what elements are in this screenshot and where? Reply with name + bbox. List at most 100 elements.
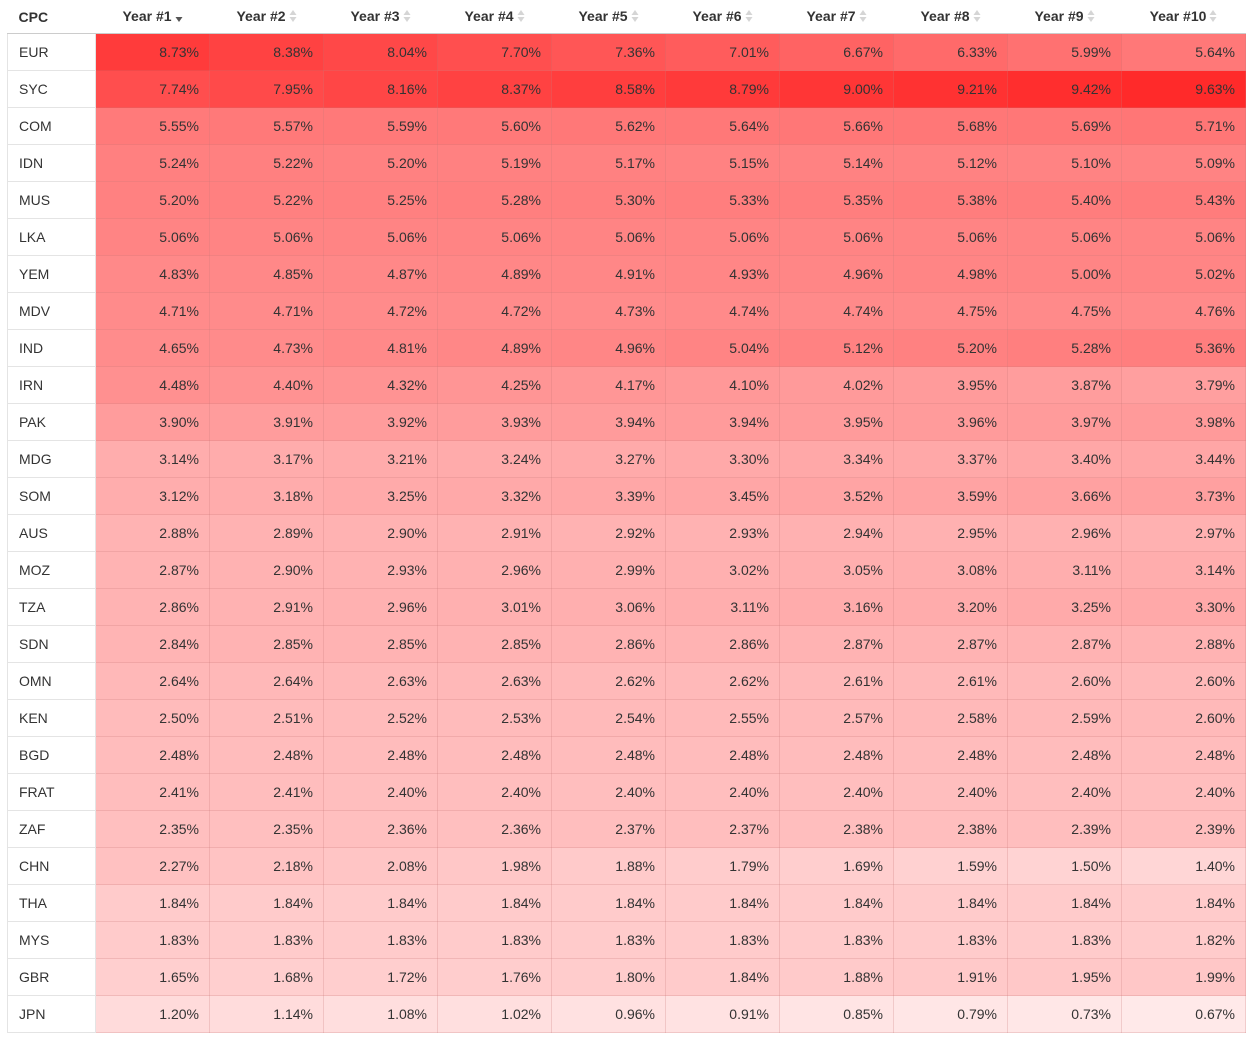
table-row: BGD 2.48% 2.48% 2.48% 2.48% 2.48% 2.48% 2.48% 2.… [7,736,1246,774]
heatmap-cell: 5.10% [1007,144,1122,182]
heatmap-cell: 4.96% [551,329,666,367]
year-column-header[interactable]: Year #8 [893,0,1008,34]
heatmap-cell: 2.35% [209,810,324,848]
heatmap-cell: 2.89% [209,514,324,552]
year-column-header[interactable]: Year #3 [323,0,438,34]
heatmap-cell: 1.83% [893,921,1008,959]
heatmap-cell: 5.36% [1121,329,1246,367]
sort-icon [973,8,981,24]
sort-icon [175,8,183,24]
heatmap-cell: 4.72% [323,292,438,330]
heatmap-cell: 5.38% [893,181,1008,219]
table-row: OMN 2.64% 2.64% 2.63% 2.63% 2.62% 2.62% 2.61% 2.… [7,662,1246,700]
heatmap-cell: 3.30% [1121,588,1246,626]
heatmap-cell: 8.58% [551,70,666,108]
heatmap-cell: 4.17% [551,366,666,404]
row-label-cell: CHN [7,847,96,885]
heatmap-cell: 3.16% [779,588,894,626]
heatmap-cell: 4.48% [95,366,210,404]
year-column-header[interactable]: Year #9 [1007,0,1122,34]
heatmap-cell: 3.94% [551,403,666,441]
heatmap-cell: 5.64% [1121,33,1246,71]
heatmap-cell: 5.09% [1121,144,1246,182]
year-column-header[interactable]: Year #2 [209,0,324,34]
heatmap-cell: 2.91% [209,588,324,626]
heatmap-cell: 5.33% [665,181,780,219]
heatmap-cell: 2.57% [779,699,894,737]
heatmap-cell: 6.33% [893,33,1008,71]
heatmap-cell: 5.30% [551,181,666,219]
year-column-header[interactable]: Year #10 [1121,0,1246,34]
column-header-label: Year #8 [920,7,970,24]
heatmap-cell: 1.83% [437,921,552,959]
heatmap-cell: 2.39% [1121,810,1246,848]
heatmap-cell: 2.60% [1121,662,1246,700]
heatmap-cell: 1.84% [323,884,438,922]
heatmap-cell: 5.35% [779,181,894,219]
cpc-column-header[interactable]: CPC [7,0,96,34]
heatmap-cell: 3.37% [893,440,1008,478]
heatmap-cell: 1.84% [893,884,1008,922]
heatmap-cell: 2.60% [1121,699,1246,737]
heatmap-cell: 1.84% [779,884,894,922]
heatmap-cell: 1.84% [665,958,780,996]
heatmap-cell: 1.50% [1007,847,1122,885]
heatmap-cell: 5.06% [323,218,438,256]
year-column-header[interactable]: Year #7 [779,0,894,34]
heatmap-cell: 2.40% [551,773,666,811]
cpc-header-label: CPC [18,8,49,25]
heatmap-cell: 1.02% [437,995,552,1033]
heatmap-cell: 2.48% [893,736,1008,774]
column-header-label: Year #7 [806,7,856,24]
table-row: MDV 4.71% 4.71% 4.72% 4.72% 4.73% 4.74% 4.74% 4.… [7,292,1246,330]
heatmap-cell: 2.91% [437,514,552,552]
heatmap-cell: 2.85% [209,625,324,663]
row-label-cell: TZA [7,588,96,626]
heatmap-cell: 1.98% [437,847,552,885]
heatmap-cell: 2.36% [437,810,552,848]
heatmap-cell: 1.95% [1007,958,1122,996]
heatmap-cell: 2.61% [893,662,1008,700]
heatmap-cell: 4.76% [1121,292,1246,330]
heatmap-cell: 2.90% [209,551,324,589]
row-label-cell: MOZ [7,551,96,589]
heatmap-cell: 2.48% [95,736,210,774]
heatmap-cell: 2.48% [1007,736,1122,774]
heatmap-cell: 5.06% [665,218,780,256]
heatmap-cell: 3.14% [1121,551,1246,589]
heatmap-cell: 1.83% [551,921,666,959]
heatmap-cell: 2.60% [1007,662,1122,700]
table-row: MUS 5.20% 5.22% 5.25% 5.28% 5.30% 5.33% 5.35% 5.… [7,181,1246,219]
heatmap-cell: 4.73% [209,329,324,367]
year-column-header[interactable]: Year #5 [551,0,666,34]
year-column-header[interactable]: Year #1 [95,0,210,34]
heatmap-cell: 5.40% [1007,181,1122,219]
heatmap-cell: 5.66% [779,107,894,145]
heatmap-cell: 1.82% [1121,921,1246,959]
heatmap-cell: 2.84% [95,625,210,663]
heatmap-cell: 2.58% [893,699,1008,737]
heatmap-cell: 4.71% [95,292,210,330]
heatmap-cell: 1.83% [779,921,894,959]
table-row: IRN 4.48% 4.40% 4.32% 4.25% 4.17% 4.10% 4.02% 3.… [7,366,1246,404]
heatmap-cell: 3.32% [437,477,552,515]
row-label-cell: SDN [7,625,96,663]
heatmap-cell: 2.87% [893,625,1008,663]
heatmap-cell: 8.79% [665,70,780,108]
heatmap-cell: 3.02% [665,551,780,589]
table-row: IDN 5.24% 5.22% 5.20% 5.19% 5.17% 5.15% 5.14% 5.… [7,144,1246,182]
heatmap-cell: 5.06% [779,218,894,256]
year-column-header[interactable]: Year #6 [665,0,780,34]
heatmap-cell: 5.06% [209,218,324,256]
heatmap-cell: 2.86% [95,588,210,626]
heatmap-cell: 9.21% [893,70,1008,108]
heatmap-cell: 5.68% [893,107,1008,145]
heatmap-cell: 5.60% [437,107,552,145]
heatmap-cell: 8.16% [323,70,438,108]
year-column-header[interactable]: Year #4 [437,0,552,34]
column-header-label: Year #6 [692,7,742,24]
heatmap-cell: 4.96% [779,255,894,293]
heatmap-cell: 5.24% [95,144,210,182]
heatmap-cell: 2.92% [551,514,666,552]
table-row: TZA 2.86% 2.91% 2.96% 3.01% 3.06% 3.11% 3.16% 3.… [7,588,1246,626]
